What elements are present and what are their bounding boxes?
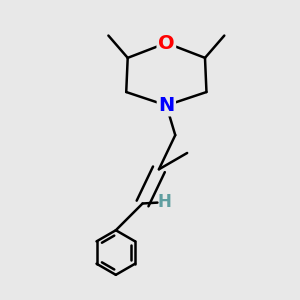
Text: N: N xyxy=(158,96,175,115)
Text: H: H xyxy=(158,193,172,211)
Text: O: O xyxy=(158,34,175,52)
